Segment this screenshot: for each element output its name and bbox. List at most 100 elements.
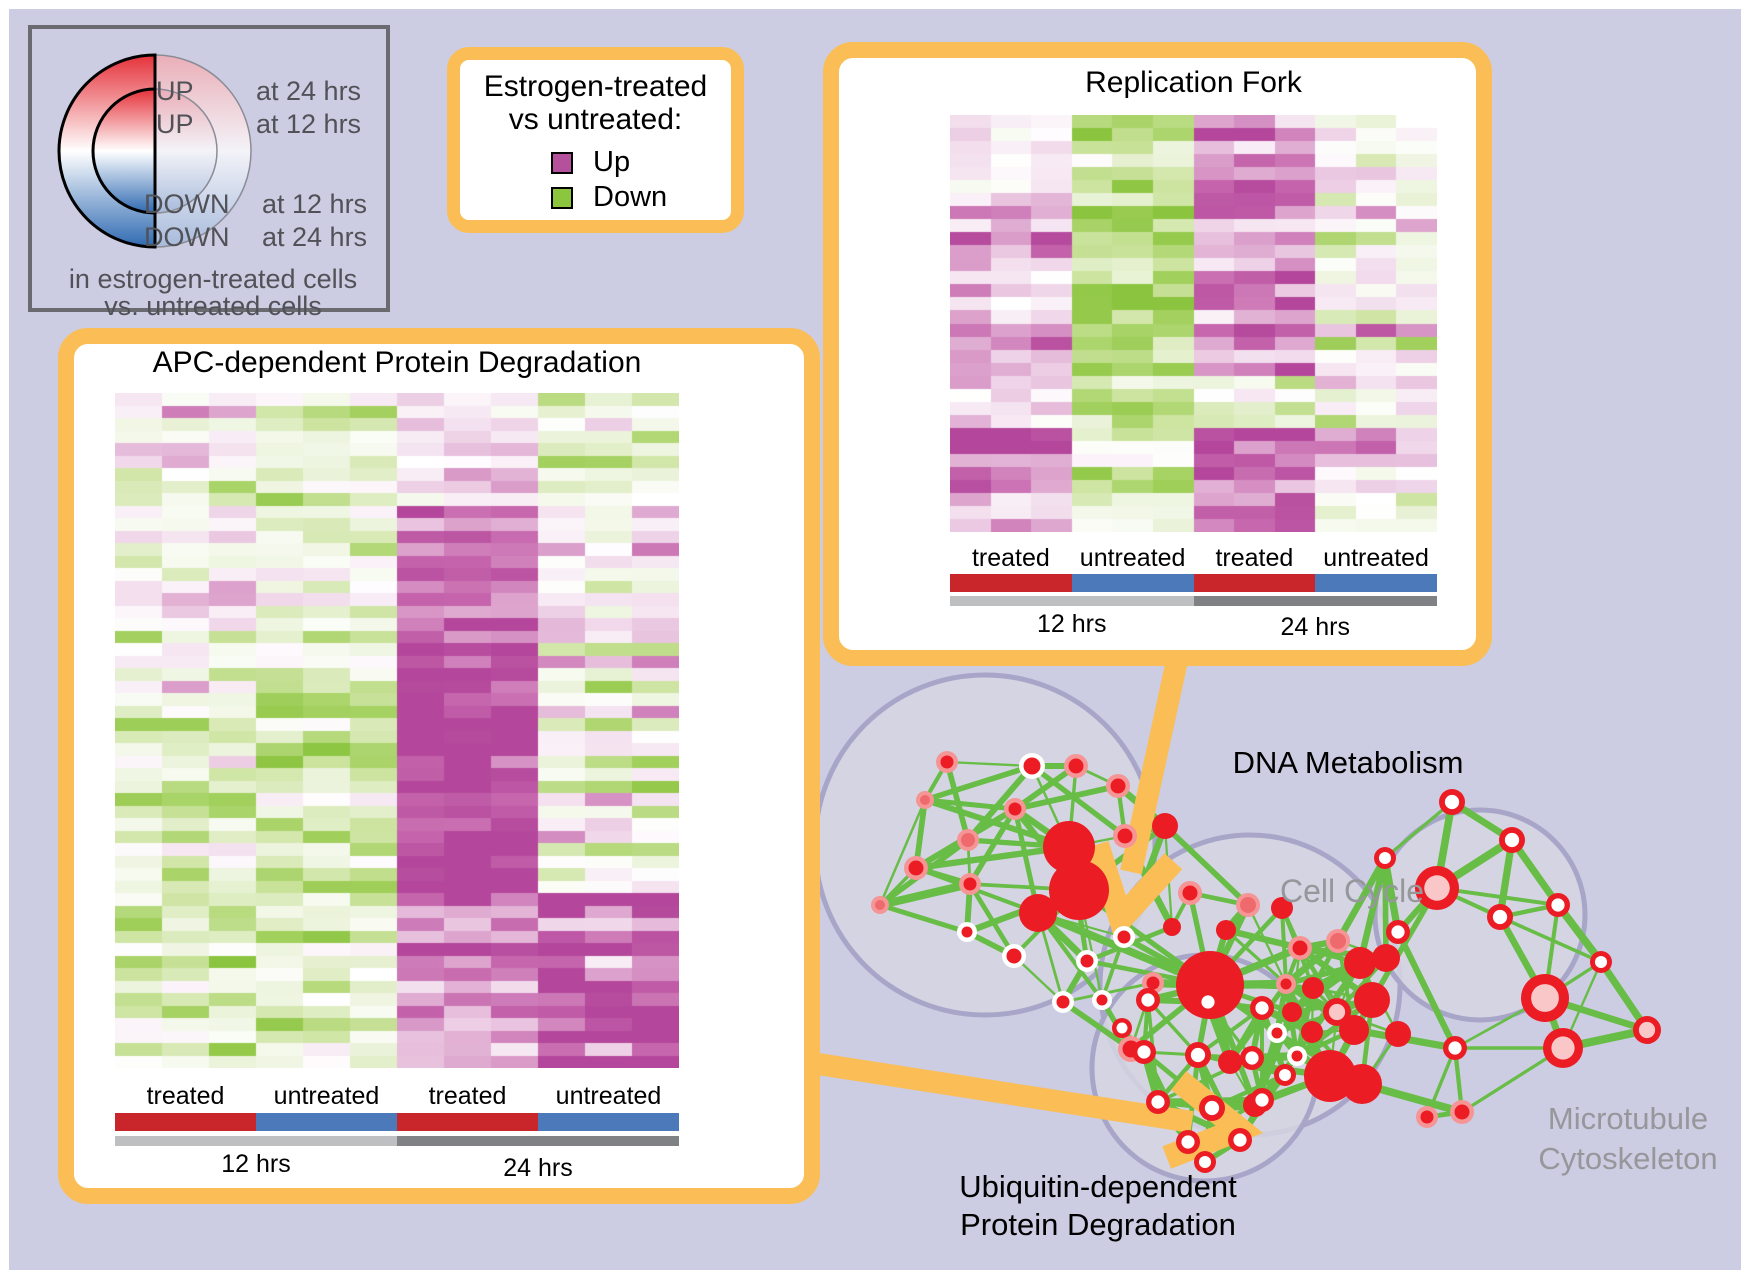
up-down-legend-title: Estrogen-treated vs untreated: [460, 70, 731, 136]
network-node [1113, 824, 1137, 848]
network-node [957, 922, 977, 942]
network-edge [1383, 800, 1454, 860]
network-node [1450, 1100, 1474, 1124]
legend-footer-line2: vs. untreated cells [104, 291, 322, 321]
network-node [1043, 821, 1095, 873]
untreated-bar [1071, 574, 1194, 592]
network-node [1287, 1046, 1307, 1066]
up-label: Up [593, 146, 631, 178]
cluster-label: Microtubule Cytoskeleton [1538, 1099, 1717, 1179]
network-node [1385, 1021, 1411, 1047]
network-node [1132, 1040, 1156, 1064]
network-edge [946, 760, 1033, 768]
time-text: at 12 hrs [262, 189, 368, 219]
direction-row: UP at 12 hrs [156, 109, 361, 140]
time-bar-12hrs [115, 1136, 397, 1146]
time-bar-24hrs [397, 1136, 679, 1146]
cluster-label: Ubiquitin-dependent Protein Degradation [959, 1168, 1237, 1244]
network-node [904, 856, 928, 880]
network-node [1106, 774, 1130, 798]
network-node [1302, 977, 1324, 999]
network-node [1049, 860, 1109, 920]
direction-row: UP at 24 hrs [156, 76, 361, 107]
annotation-arrow-head [1085, 840, 1183, 943]
time-text: at 24 hrs [262, 222, 368, 252]
cluster-label-line: Cell Cycle [1279, 873, 1425, 909]
ring-half [91, 87, 157, 215]
network-node [1199, 1095, 1225, 1121]
network-node [1342, 1064, 1382, 1104]
network-node [1374, 847, 1396, 869]
condition-label: treated [428, 1082, 507, 1110]
time-label: 12 hrs [1037, 610, 1107, 638]
treated-bar [950, 574, 1072, 592]
network-node [1416, 1106, 1438, 1128]
replication-fork-heatmap [950, 115, 1437, 532]
direction-row: DOWN at 24 hrs [144, 222, 367, 253]
network-edge [924, 763, 1033, 803]
network-edge [1224, 928, 1288, 986]
untreated-bar [1315, 574, 1437, 592]
direction-text: UP [156, 76, 194, 106]
network-edge [1335, 856, 1388, 943]
time-text: at 24 hrs [256, 76, 362, 106]
network-edge [1030, 763, 1127, 839]
network-node [1019, 753, 1045, 779]
network-edge [1061, 999, 1133, 1052]
network-node [1092, 990, 1112, 1010]
network-node [1386, 920, 1410, 944]
network-node [1301, 1021, 1323, 1043]
network-node [1415, 866, 1459, 910]
network-node [1288, 936, 1312, 960]
annotation-arrow-shaft [816, 1053, 1194, 1133]
cluster-label-line: Microtubule [1547, 1101, 1709, 1136]
treated-bar [397, 1113, 538, 1131]
network-node [916, 791, 934, 809]
network-node [1546, 893, 1570, 917]
condition-label: treated [146, 1082, 225, 1110]
condition-label: untreated [273, 1082, 380, 1110]
treated-bar [1193, 574, 1316, 592]
network-node [1521, 974, 1569, 1022]
network-node [1185, 1042, 1211, 1068]
condition-label: untreated [555, 1082, 662, 1110]
network-node [959, 873, 981, 895]
network-edge [878, 799, 927, 906]
network-edge [1013, 763, 1078, 812]
time-label: 12 hrs [221, 1150, 291, 1178]
network-node [1004, 798, 1026, 820]
network-node [1274, 1064, 1296, 1086]
network-node [1443, 1036, 1467, 1060]
network-edge [1509, 837, 1561, 908]
condition-label: treated [1215, 544, 1294, 572]
network-node [1439, 789, 1465, 815]
network-node [1282, 1002, 1302, 1022]
time-bar-12hrs [950, 596, 1194, 606]
network-node [936, 751, 958, 773]
down-label: Down [593, 181, 668, 213]
network-node [1216, 920, 1236, 940]
network-edge [1356, 857, 1389, 964]
condition-label: untreated [1079, 544, 1186, 572]
legend-footer-line1: in estrogen-treated cells [68, 264, 358, 294]
network-node [1487, 904, 1513, 930]
cluster-label-line: Cytoskeleton [1538, 1141, 1718, 1176]
network-edge [924, 797, 1016, 812]
up-down-legend: Estrogen-treated vs untreated: Up Down [447, 47, 744, 233]
direction-row: DOWN at 12 hrs [144, 189, 367, 220]
legend-title-line2: vs untreated: [508, 103, 683, 136]
network-node [1276, 974, 1296, 994]
network-edge [1280, 907, 1288, 985]
network-node [1250, 996, 1274, 1020]
direction-text: DOWN [144, 189, 230, 219]
network-node [1218, 1050, 1242, 1074]
direction-text: UP [156, 109, 194, 139]
network-node [1194, 1151, 1216, 1173]
time-bar-24hrs [1193, 596, 1437, 606]
network-node [1354, 982, 1390, 1018]
network-node [957, 829, 979, 851]
network-node [1372, 944, 1400, 972]
down-color-swatch [551, 187, 573, 209]
